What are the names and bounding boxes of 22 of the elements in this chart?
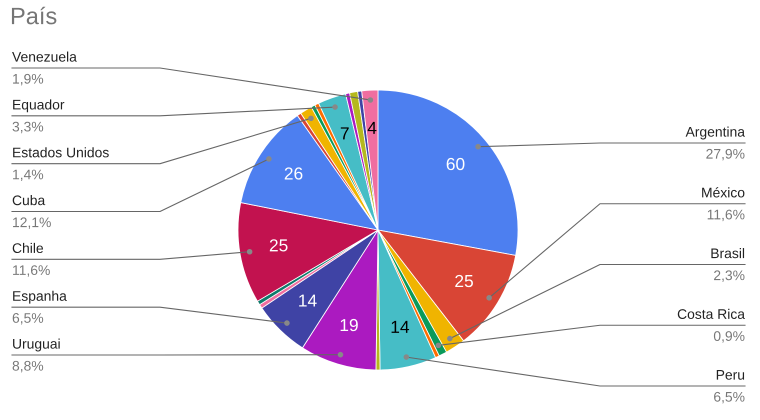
slice-label: Espanha 6,5% [12,290,67,325]
data-label: 4 [368,122,376,134]
slice-label: Costa Rica 0,9% [678,308,745,343]
data-label: 26 [284,167,302,180]
slice-label: Peru 6,5% [714,370,745,404]
data-label: 19 [340,318,358,332]
slice-label: Cuba 12,1% [12,195,51,229]
data-label: 14 [392,320,410,333]
slice-label: Venezuela 1,9% [12,52,77,86]
data-label: 25 [455,274,473,288]
data-label: 7 [340,127,349,140]
slice-label: Equador 3,3% [12,99,64,134]
slice-label: México 11,6% [702,187,745,222]
slice-label: Brasil 2,3% [711,248,745,282]
data-label: 60 [446,158,464,170]
chart-title: País [12,6,56,24]
slice-label: Chile 11,6% [12,242,50,277]
slice-label: Estados Unidos 1,4% [13,147,109,182]
data-label: 14 [299,294,317,307]
slice-label: Argentina 27,9% [686,126,746,160]
data-label: 25 [270,239,288,252]
slice-label: Uruguai 8,8% [12,338,60,372]
